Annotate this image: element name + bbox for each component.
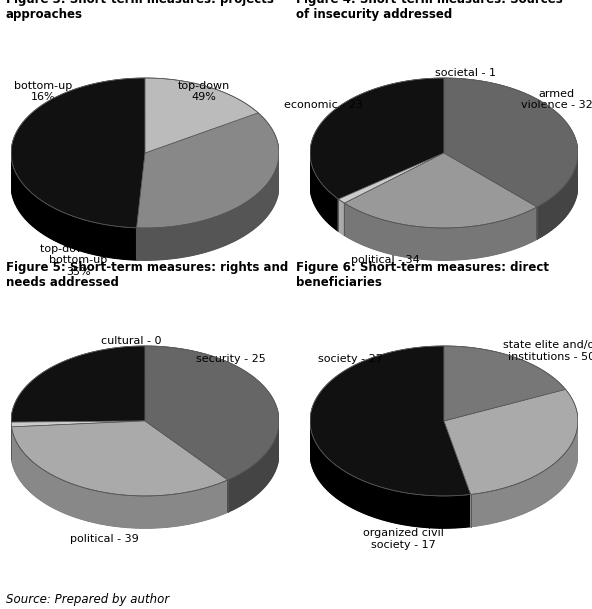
Polygon shape <box>137 113 279 228</box>
Polygon shape <box>339 199 345 235</box>
Polygon shape <box>11 421 228 496</box>
Polygon shape <box>537 156 578 239</box>
Text: top-down
49%: top-down 49% <box>178 80 230 102</box>
Ellipse shape <box>310 110 578 260</box>
Polygon shape <box>11 421 145 427</box>
Ellipse shape <box>310 378 578 528</box>
Polygon shape <box>310 346 471 496</box>
Text: political - 34: political - 34 <box>350 255 419 265</box>
Text: Figure 6: Short-term measures: direct
beneficiaries: Figure 6: Short-term measures: direct be… <box>296 261 549 289</box>
Polygon shape <box>471 423 578 527</box>
Text: state elite and/or
institutions - 50: state elite and/or institutions - 50 <box>503 340 592 362</box>
Polygon shape <box>310 422 471 528</box>
Polygon shape <box>444 389 578 495</box>
Text: bottom-up
16%: bottom-up 16% <box>14 80 72 102</box>
Polygon shape <box>444 78 578 207</box>
Polygon shape <box>145 346 279 480</box>
Text: organized civil
society - 17: organized civil society - 17 <box>363 528 444 550</box>
Polygon shape <box>339 153 444 203</box>
Polygon shape <box>11 346 145 422</box>
Polygon shape <box>310 78 444 199</box>
Text: armed
violence - 32: armed violence - 32 <box>521 88 592 110</box>
Text: Figure 3: Short-term measures: projects’
approaches: Figure 3: Short-term measures: projects’… <box>6 0 278 21</box>
Text: cultural - 0: cultural - 0 <box>101 336 162 345</box>
Polygon shape <box>11 78 145 228</box>
Polygon shape <box>145 78 258 153</box>
Polygon shape <box>345 153 537 228</box>
Text: top-down and
bottom-up
35%: top-down and bottom-up 35% <box>40 244 117 276</box>
Text: security - 25: security - 25 <box>196 354 266 364</box>
Text: Figure 4: Short-term measures: Sources
of insecurity addressed: Figure 4: Short-term measures: Sources o… <box>296 0 563 21</box>
Polygon shape <box>310 155 339 231</box>
Polygon shape <box>345 203 537 260</box>
Text: societal - 1: societal - 1 <box>435 68 496 77</box>
Text: society - 27: society - 27 <box>318 354 382 364</box>
Ellipse shape <box>11 378 279 528</box>
Text: economic - 23: economic - 23 <box>284 100 363 110</box>
Ellipse shape <box>11 110 279 260</box>
Polygon shape <box>228 423 279 512</box>
Polygon shape <box>137 155 279 260</box>
Text: Figure 5: Short-term measures: rights and
needs addressed: Figure 5: Short-term measures: rights an… <box>6 261 288 289</box>
Text: Source: Prepared by author: Source: Prepared by author <box>6 593 169 606</box>
Polygon shape <box>444 346 565 421</box>
Text: political - 39: political - 39 <box>70 534 139 544</box>
Polygon shape <box>11 427 228 528</box>
Polygon shape <box>11 157 137 260</box>
